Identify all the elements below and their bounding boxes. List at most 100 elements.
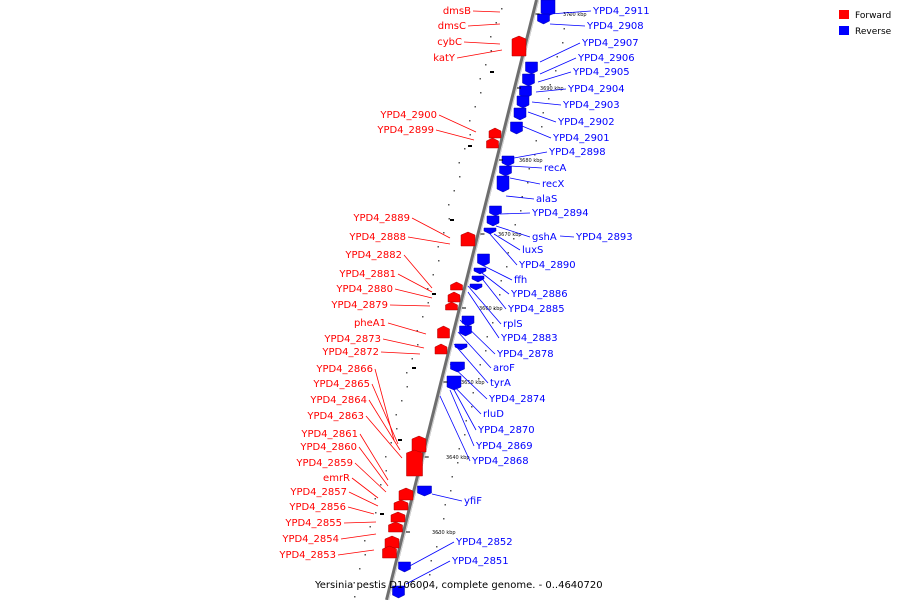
ruler-label: 3690 kbp (540, 86, 564, 92)
reverse-gene-mark (450, 361, 465, 373)
forward-gene-mark (437, 325, 450, 339)
gene-leader-line (559, 235, 575, 238)
reverse-gene-mark (525, 61, 538, 75)
tick-dot (485, 350, 487, 352)
reverse-gene-mark (489, 205, 502, 217)
tick-dot (443, 232, 445, 234)
forward-gene-label: YPD4_2853 (278, 550, 336, 561)
tick-dot (411, 358, 413, 360)
gene-leader-line (453, 343, 489, 384)
gene-leader-line (358, 446, 389, 487)
gene-leader-line (493, 233, 521, 251)
reverse-gene-mark (461, 315, 475, 327)
gene-leader-line (467, 291, 500, 339)
forward-gene-mark (390, 511, 406, 523)
tick-dot (453, 190, 455, 192)
tick-dot (444, 504, 446, 506)
reverse-gene-label: YPD4_2870 (477, 425, 535, 436)
reverse-gene-label: YPD4_2911 (592, 6, 650, 17)
forward-gene-mark (486, 137, 499, 149)
gene-leader-line (539, 57, 577, 75)
forward-gene-label: YPD4_2882 (344, 250, 402, 261)
tick-dot (364, 540, 366, 542)
tick-dot (385, 456, 387, 458)
reverse-gene-label: YPD4_2851 (451, 556, 509, 567)
legend: Forward Reverse (839, 10, 892, 37)
tick-dot (458, 162, 460, 164)
gene-leader-line (351, 477, 379, 499)
gene-leader-line (463, 41, 501, 45)
reverse-gene-label: YPD4_2902 (557, 117, 615, 128)
ruler-label: 3630 kbp (432, 530, 456, 536)
legend-forward-swatch (839, 10, 849, 19)
tick-dot (422, 316, 424, 318)
tick-dot (380, 484, 382, 486)
tick-dot (499, 294, 501, 296)
reverse-gene-label: YPD4_2898 (548, 147, 606, 158)
gene-leader-line (479, 275, 507, 310)
gene-leader-line (456, 49, 503, 59)
tick-dot (430, 560, 432, 562)
gene-leader-line (403, 254, 433, 289)
reverse-gene-label: YPD4_2901 (552, 133, 610, 144)
gene-leader-line (521, 125, 552, 139)
forward-gene-mark (488, 127, 502, 139)
tick-dot (390, 442, 392, 444)
reverse-gene-label: YPD4_2886 (510, 289, 568, 300)
reverse-gene-label: recX (542, 179, 565, 190)
gene-leader-line (438, 114, 477, 133)
gene-leader-line (380, 351, 421, 355)
tick-dot (427, 302, 429, 304)
tick-dot (465, 420, 467, 422)
gene-leader-line (439, 395, 471, 462)
tick-dot (459, 176, 461, 178)
forward-gene-label: pheA1 (354, 318, 386, 329)
forward-gene-label: YPD4_2857 (289, 487, 347, 498)
tick-dot (528, 168, 530, 170)
forward-gene-label: YPD4_2879 (330, 300, 388, 311)
tick-dot (556, 56, 558, 58)
tick-dot (464, 434, 466, 436)
reverse-gene-label: YPD4_2908 (586, 21, 644, 32)
genome-axis (385, 0, 539, 600)
tick-dot (417, 344, 419, 346)
tick-dot (534, 154, 536, 156)
tick-dot (549, 84, 551, 86)
gene-leader-line (365, 415, 403, 459)
gene-leader-line (431, 493, 463, 502)
forward-gene-label: YPD4_2856 (288, 502, 346, 513)
gene-leader-line (537, 71, 572, 83)
forward-gene-label: cybC (437, 37, 462, 48)
tick-dot (548, 98, 550, 100)
tick-dot (369, 526, 371, 528)
reverse-gene-mark (516, 95, 530, 109)
ruler-label: 3680 kbp (519, 158, 543, 164)
tick-dot (480, 92, 482, 94)
gene-leader-line (411, 217, 451, 239)
gene-leader-line (549, 23, 586, 27)
forward-gene-mark (406, 449, 423, 477)
tick-dot (562, 42, 564, 44)
tick-dot (478, 378, 480, 380)
gene-leader-line (509, 177, 541, 185)
gene-leader-line (405, 560, 451, 585)
forward-gene-label: YPD4_2859 (295, 458, 353, 469)
tick-dot (458, 448, 460, 450)
tick-dot (485, 64, 487, 66)
reverse-gene-mark (522, 73, 535, 87)
tick-dot (541, 126, 543, 128)
reverse-gene-mark (392, 585, 405, 599)
reverse-gene-label: YPD4_2894 (531, 208, 589, 219)
tick-dot (479, 78, 481, 80)
reverse-gene-mark (537, 13, 550, 25)
tick-dot (406, 386, 408, 388)
forward-gene-mark (447, 291, 461, 303)
reverse-gene-mark (501, 155, 515, 167)
gene-leader-line (447, 379, 482, 415)
forward-gene-label: YPD4_2873 (323, 334, 381, 345)
reverse-gene-label: YPD4_2903 (562, 100, 620, 111)
forward-gene-mark (445, 301, 458, 311)
gene-leader-line (389, 304, 431, 307)
gene-leader-line (343, 521, 377, 524)
